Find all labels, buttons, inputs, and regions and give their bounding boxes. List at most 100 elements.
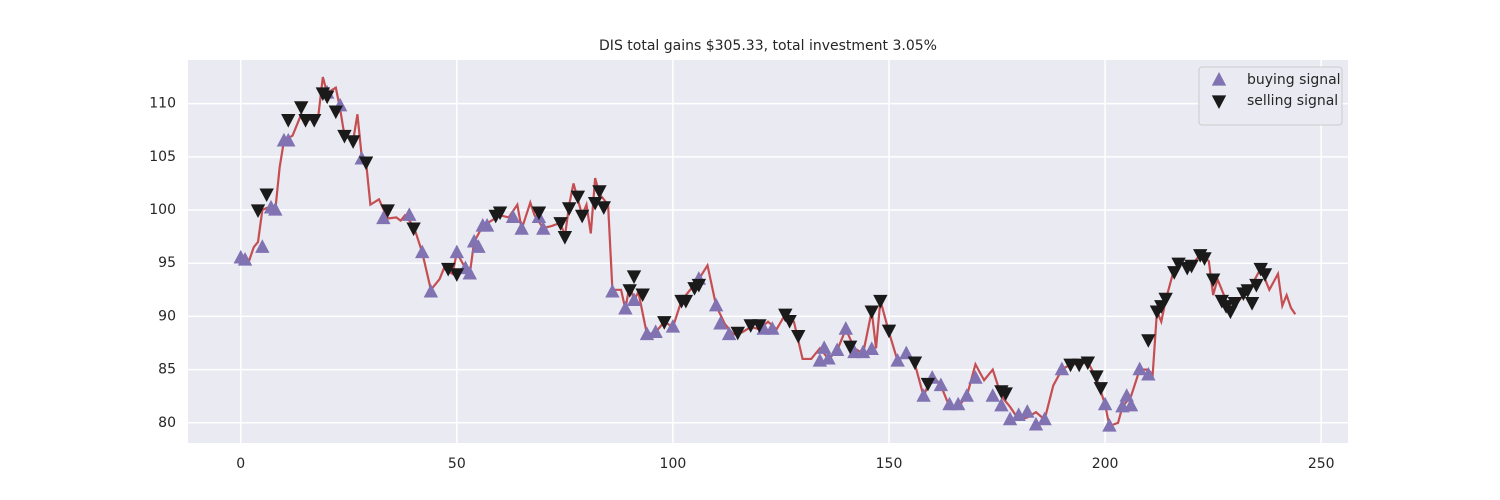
sell-marker xyxy=(596,201,611,215)
buy-marker xyxy=(899,345,914,360)
sell-marker xyxy=(358,156,374,171)
sell-marker xyxy=(531,206,547,221)
sell-marker xyxy=(440,262,456,277)
buy-marker xyxy=(1028,416,1044,431)
sell-marker xyxy=(1171,257,1186,272)
sell-marker xyxy=(1089,370,1104,384)
sell-marker xyxy=(406,222,421,237)
buy-marker xyxy=(514,221,529,235)
x-tick-label: 100 xyxy=(660,456,687,472)
sell-marker xyxy=(1184,259,1199,274)
sell-marker xyxy=(1240,284,1255,298)
sell-marker xyxy=(449,268,465,282)
buy-marker xyxy=(415,244,430,259)
buy-marker xyxy=(449,244,465,259)
x-tick-label: 50 xyxy=(448,456,466,472)
sell-marker xyxy=(678,294,694,309)
buy-marker xyxy=(1002,411,1018,426)
buy-marker xyxy=(665,319,681,333)
sell-marker xyxy=(1244,296,1260,311)
sell-marker xyxy=(998,387,1013,401)
buy-marker xyxy=(1123,397,1139,412)
sell-marker xyxy=(626,270,642,284)
buy-marker xyxy=(1054,361,1070,376)
buy-marker xyxy=(950,396,966,411)
sell-marker xyxy=(281,113,296,128)
sell-marker xyxy=(873,294,888,309)
legend-label: selling signal xyxy=(1247,93,1338,109)
buy-marker xyxy=(255,239,270,253)
sell-marker xyxy=(657,316,672,330)
x-tick-label: 250 xyxy=(1308,456,1335,472)
marks xyxy=(233,76,1297,432)
y-tick-label: 80 xyxy=(158,415,176,431)
buy-marker xyxy=(916,388,931,402)
buy-marker xyxy=(1037,411,1052,426)
sell-marker xyxy=(920,377,936,392)
sell-marker xyxy=(1093,382,1108,396)
buy-marker xyxy=(1020,404,1035,418)
sell-marker xyxy=(557,231,573,245)
y-tick-label: 95 xyxy=(158,255,176,271)
legend-box xyxy=(1198,66,1343,126)
sell-marker xyxy=(842,340,858,355)
sell-marker xyxy=(345,135,361,149)
buy-marker xyxy=(1102,417,1117,432)
sell-marker xyxy=(259,188,274,203)
buy-marker xyxy=(626,292,642,307)
sell-marker xyxy=(380,204,395,219)
buy-marker xyxy=(618,300,633,315)
buy-marker xyxy=(479,217,495,232)
sell-marker xyxy=(1205,273,1221,288)
buy-marker xyxy=(237,252,253,266)
buy-marker xyxy=(864,341,879,355)
x-tick-label: 0 xyxy=(236,456,245,472)
chart-title: DIS total gains $305.33, total investmen… xyxy=(599,38,937,54)
plot-area xyxy=(188,60,1348,443)
sell-marker xyxy=(328,105,344,120)
buy-marker xyxy=(933,377,949,392)
sell-marker xyxy=(730,326,745,341)
buy-marker xyxy=(1097,396,1113,411)
buy-marker xyxy=(816,340,832,354)
buy-marker xyxy=(721,326,737,341)
sell-marker xyxy=(1158,292,1173,307)
sell-marker xyxy=(1141,334,1156,348)
sell-marker xyxy=(319,90,335,105)
buy-marker xyxy=(1141,366,1156,381)
buy-marker xyxy=(423,283,439,298)
sell-marker xyxy=(306,113,322,128)
sell-marker xyxy=(635,288,650,303)
buy-marker xyxy=(605,283,620,298)
sell-marker xyxy=(782,315,797,329)
y-tick-label: 100 xyxy=(149,202,176,218)
buy-marker xyxy=(890,353,905,367)
buy-marker xyxy=(959,388,975,402)
buy-marker xyxy=(376,210,391,225)
buy-marker xyxy=(281,132,296,147)
buy-marker xyxy=(821,350,836,365)
sell-marker xyxy=(1257,268,1273,282)
sell-marker xyxy=(337,129,352,144)
buy-marker xyxy=(838,321,853,335)
buy-marker xyxy=(648,324,663,338)
buy-marker xyxy=(708,297,724,312)
sell-marker xyxy=(1249,278,1264,293)
sell-marker xyxy=(561,202,577,216)
buy-marker xyxy=(1132,361,1147,376)
buy-marker xyxy=(1119,388,1134,402)
sell-marker xyxy=(864,305,879,320)
x-tick-label: 200 xyxy=(1092,456,1119,472)
y-tick-label: 85 xyxy=(158,362,176,378)
sell-marker xyxy=(492,206,508,221)
x-tick-label: 150 xyxy=(876,456,903,472)
buy-marker xyxy=(505,209,521,224)
legend-marker xyxy=(1211,95,1227,109)
buy-marker xyxy=(829,342,845,357)
sell-marker xyxy=(592,185,607,199)
sell-marker xyxy=(587,196,603,211)
sell-marker xyxy=(1071,358,1087,373)
sell-marker xyxy=(570,190,586,205)
buy-marker xyxy=(462,265,477,280)
